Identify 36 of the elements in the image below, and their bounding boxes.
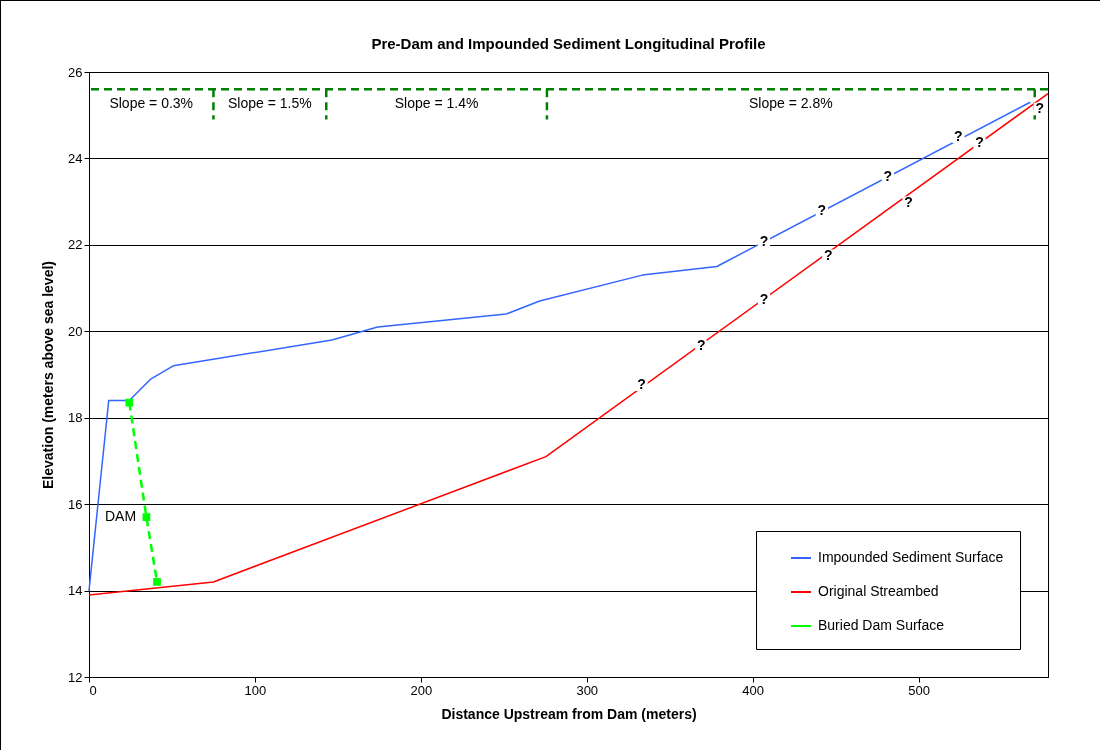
x-tick-label: 300	[576, 682, 599, 698]
x-tick-label: 500	[908, 682, 930, 698]
annotation: ?	[637, 375, 646, 392]
y-tick-label: 14	[68, 583, 83, 599]
annotation: ?	[975, 134, 984, 151]
annotation: ?	[954, 127, 963, 144]
annotation: ?	[883, 168, 893, 185]
annotation: ?	[759, 233, 769, 250]
legend-label: Buried Dam Surface	[818, 617, 945, 633]
y-axis-title: Elevation (meters above sea level)	[40, 261, 57, 489]
y-tick-label: 12	[68, 669, 83, 685]
y-tick-label: 16	[68, 496, 83, 512]
annotation: ?	[824, 246, 833, 263]
chart-title: Pre-Dam and Impounded Sediment Longitudinal Profile	[371, 35, 766, 52]
annotation: Slope = 2.8%	[748, 95, 833, 112]
annotation: ?	[696, 337, 706, 354]
y-tick-label: 24	[68, 150, 83, 166]
x-tick-label: 400	[742, 682, 765, 698]
annotation: ?	[759, 291, 769, 308]
x-tick-label: 0	[89, 682, 97, 698]
annotation: Slope = 1.5%	[228, 95, 312, 112]
annotation: ?	[817, 201, 827, 218]
y-tick-label: 26	[68, 64, 83, 80]
x-axis-title: Distance Upstream from Dam (meters)	[441, 705, 697, 722]
annotation: Slope = 0.3%	[109, 95, 194, 112]
y-tick-label: 18	[68, 410, 83, 426]
annotation: Slope = 1.4%	[394, 95, 479, 112]
annotation: DAM	[105, 507, 137, 524]
y-tick-label: 22	[68, 237, 83, 253]
annotation: ?	[904, 193, 913, 210]
x-tick-label: 200	[410, 682, 433, 698]
legend-label: Original Streambed	[818, 583, 939, 599]
legend-label: Impounded Sediment Surface	[818, 549, 1004, 565]
annotation: ?	[1035, 99, 1044, 116]
x-tick-label: 100	[244, 682, 267, 698]
y-tick-label: 20	[68, 323, 83, 339]
